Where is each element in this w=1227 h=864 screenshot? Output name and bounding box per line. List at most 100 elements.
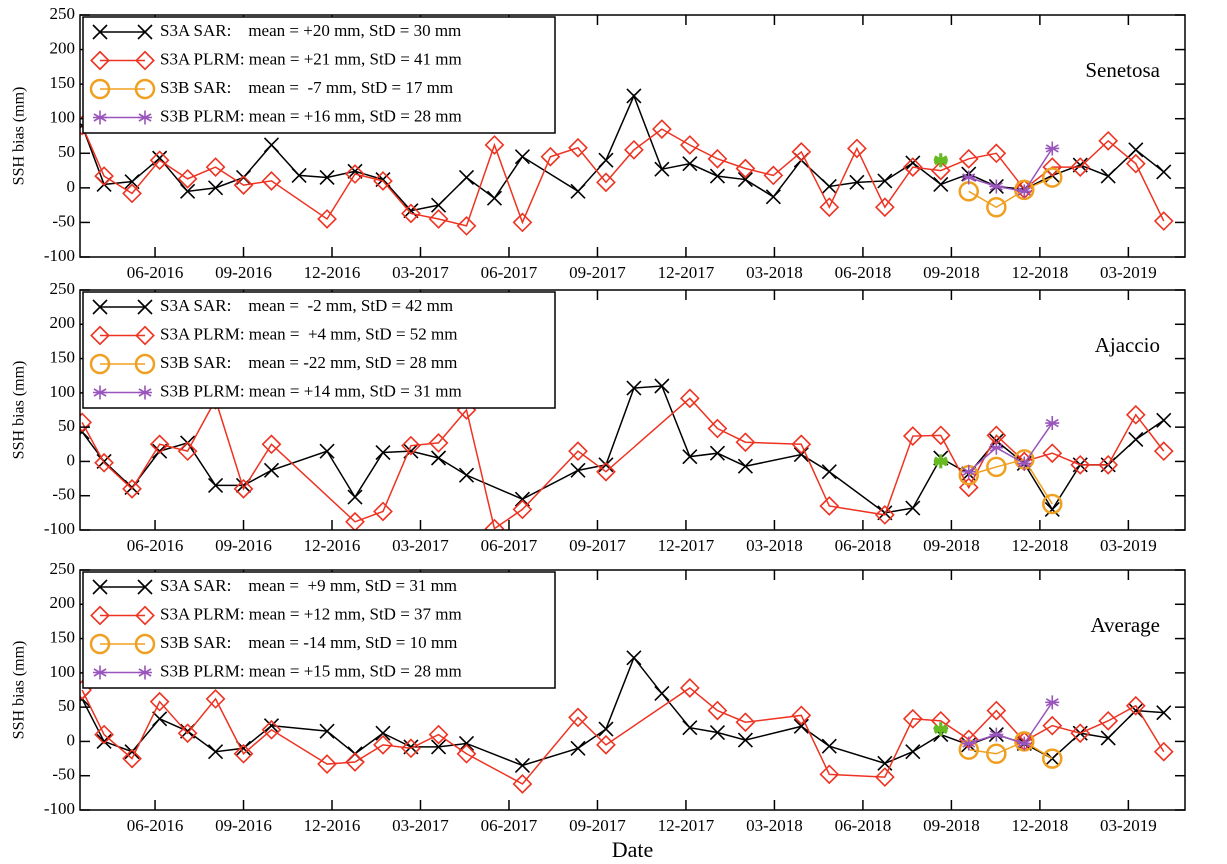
data-point	[94, 166, 114, 186]
data-point	[149, 434, 170, 455]
x-tick-label: 09-2018	[923, 536, 980, 555]
data-point	[401, 203, 421, 224]
data-point	[1070, 157, 1091, 177]
y-axis-label: SSH bias (mm)	[11, 87, 28, 186]
data-point	[793, 447, 809, 463]
series-line	[81, 125, 1165, 227]
y-tick-label: 150	[50, 73, 76, 92]
data-point	[791, 705, 812, 726]
data-point	[1045, 695, 1060, 710]
legend-symbol	[92, 299, 108, 315]
data-point	[596, 461, 616, 482]
legend-symbol	[137, 579, 153, 595]
data-point	[1045, 141, 1060, 156]
data-point	[430, 450, 447, 466]
data-point	[375, 725, 391, 741]
data-point	[512, 499, 533, 520]
data-point	[902, 157, 923, 177]
data-point	[1017, 736, 1032, 751]
data-point	[403, 203, 419, 219]
data-point	[94, 724, 114, 745]
data-point	[1156, 705, 1172, 721]
y-tick-label: 100	[50, 108, 76, 127]
y-tick-label: 250	[50, 279, 76, 298]
legend-label: S3A SAR: mean = +9 mm, StD = 31 mm	[160, 576, 457, 595]
data-point	[291, 167, 307, 183]
data-point	[430, 197, 447, 213]
data-point	[233, 478, 254, 499]
data-point	[735, 432, 756, 453]
data-point	[874, 505, 895, 525]
data-point	[902, 426, 923, 446]
data-point	[989, 727, 1004, 742]
plot-frame	[79, 569, 1186, 811]
data-point	[149, 691, 170, 712]
plot-area	[80, 88, 1174, 236]
data-point	[1156, 412, 1172, 428]
data-point	[373, 501, 393, 522]
data-point	[484, 135, 505, 155]
data-point	[1042, 715, 1063, 736]
x-tick-label: 03-2019	[1100, 536, 1157, 555]
data-point	[821, 178, 837, 195]
legend-label: S3B SAR: mean = -14 mm, StD = 10 mm	[160, 633, 457, 652]
y-tick-label: 200	[50, 38, 76, 57]
data-point	[791, 142, 812, 162]
y-tick-label: 150	[50, 627, 76, 646]
legend-symbol	[93, 665, 107, 680]
data-point	[122, 183, 142, 204]
x-tick-label: 06-2018	[835, 536, 892, 555]
legend-label: S3B PLRM: mean = +15 mm, StD = 28 mm	[160, 661, 462, 680]
legend-symbol	[92, 24, 108, 40]
panel-title: Senetosa	[1085, 58, 1160, 82]
data-point	[986, 196, 1007, 218]
y-tick-label: -100	[44, 246, 75, 265]
legend-symbol	[90, 605, 110, 626]
data-point	[263, 462, 280, 478]
data-point	[819, 197, 840, 218]
data-point	[1042, 493, 1063, 515]
data-point	[428, 433, 449, 453]
data-point	[1125, 404, 1146, 425]
data-point	[709, 168, 726, 184]
data-point	[961, 170, 976, 185]
data-point	[1098, 454, 1119, 475]
data-point	[709, 445, 726, 461]
x-axis-label: Date	[612, 837, 654, 862]
data-point	[512, 212, 533, 233]
legend-symbol	[137, 24, 153, 40]
legend-symbol	[134, 633, 156, 655]
legend-label: S3A SAR: mean = +20 mm, StD = 30 mm	[160, 21, 461, 40]
data-point	[540, 146, 561, 167]
legend-symbol	[135, 50, 155, 71]
legend-symbol	[138, 385, 152, 400]
x-tick-label: 09-2016	[215, 816, 272, 835]
data-point	[874, 197, 895, 218]
data-point	[1100, 168, 1116, 184]
data-point	[319, 443, 335, 459]
y-tick-label: -100	[44, 519, 75, 538]
data-point	[177, 441, 198, 462]
y-tick-label: -50	[52, 485, 75, 504]
data-point	[679, 135, 700, 155]
x-tick-label: 06-2017	[481, 816, 538, 835]
data-point	[874, 767, 895, 787]
series-line	[968, 176, 1053, 209]
data-point	[177, 723, 198, 744]
data-point	[654, 161, 670, 177]
data-point	[261, 719, 282, 740]
x-tick-label: 09-2017	[569, 536, 626, 555]
x-tick-label: 12-2018	[1012, 536, 1069, 555]
y-tick-label: 150	[50, 347, 76, 366]
plot-area	[80, 650, 1174, 794]
x-tick-label: 12-2018	[1012, 816, 1069, 835]
data-point	[319, 723, 335, 739]
y-tick-label: 50	[58, 416, 75, 435]
legend-symbol	[93, 385, 107, 400]
series-line	[81, 397, 1165, 530]
panel-title: Average	[1090, 613, 1160, 637]
data-point	[737, 732, 753, 748]
data-point	[568, 441, 588, 462]
plot-area	[80, 378, 1174, 530]
